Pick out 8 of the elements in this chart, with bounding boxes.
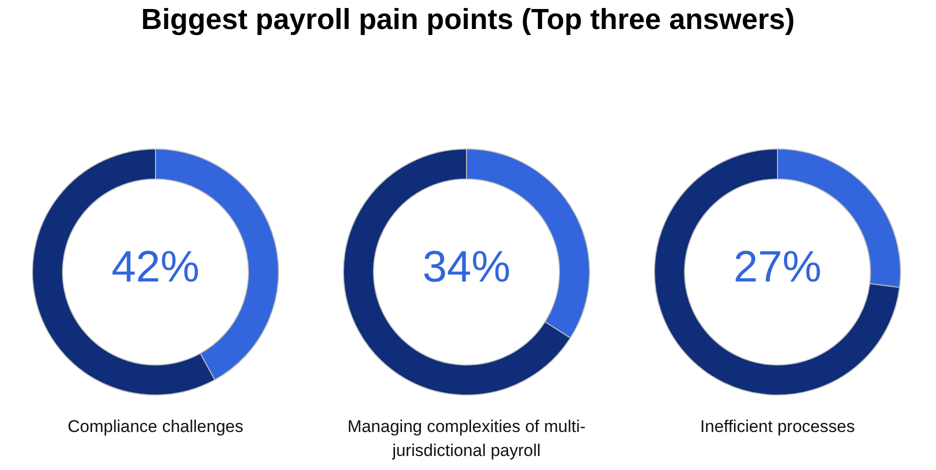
text: Biggest payroll pain points (Top three answers) (140, 3, 796, 38)
text: Managing complexities of multi-jurisdictional payroll (346, 416, 586, 462)
text: 27% (733, 242, 822, 292)
donut-slice (654, 148, 900, 396)
text: 34% (422, 242, 511, 292)
text: Compliance challenges (66, 416, 244, 438)
text: 42% (111, 242, 200, 292)
text: Inefficient processes (699, 416, 856, 438)
